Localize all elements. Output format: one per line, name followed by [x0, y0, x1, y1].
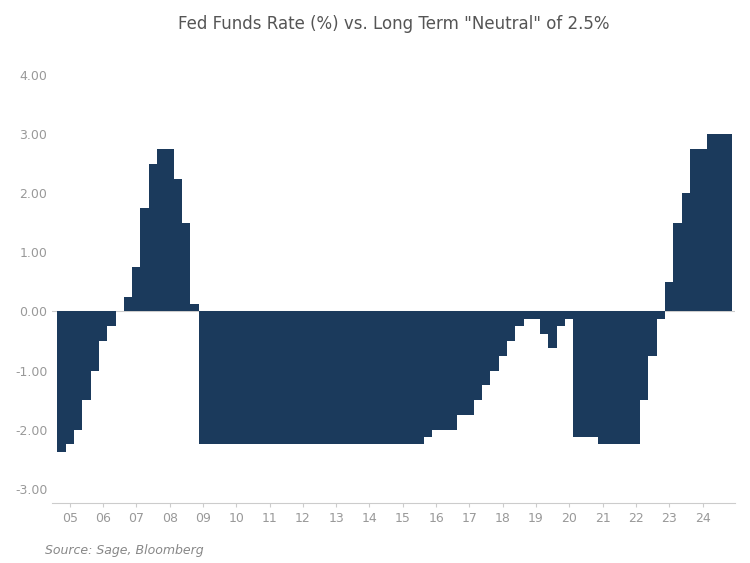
Bar [715, 134, 723, 311]
Bar [65, 311, 74, 444]
Bar [166, 149, 174, 311]
Bar [465, 311, 473, 415]
Bar [407, 311, 416, 444]
Bar [698, 149, 706, 311]
Bar [249, 311, 257, 444]
Bar [473, 311, 482, 400]
Bar [649, 311, 657, 356]
Bar [706, 134, 715, 311]
Bar [57, 311, 65, 452]
Bar [266, 311, 274, 444]
Bar [91, 311, 99, 370]
Bar [448, 311, 457, 430]
Bar [340, 311, 349, 444]
Bar [290, 311, 298, 444]
Bar [349, 311, 357, 444]
Bar [174, 178, 182, 311]
Bar [607, 311, 615, 444]
Bar [548, 311, 556, 348]
Bar [723, 134, 732, 311]
Bar [124, 297, 132, 311]
Bar [556, 311, 566, 326]
Bar [398, 311, 407, 444]
Bar [199, 311, 207, 444]
Bar [190, 305, 199, 311]
Bar [241, 311, 249, 444]
Bar [632, 311, 640, 444]
Bar [482, 311, 490, 385]
Bar [540, 311, 548, 334]
Bar [82, 311, 91, 400]
Bar [566, 311, 574, 319]
Bar [374, 311, 382, 444]
Bar [598, 311, 607, 444]
Bar [99, 311, 107, 341]
Bar [615, 311, 623, 444]
Bar [499, 311, 507, 356]
Bar [457, 311, 465, 415]
Text: Source: Sage, Bloomberg: Source: Sage, Bloomberg [45, 544, 203, 557]
Bar [524, 311, 532, 319]
Bar [182, 223, 190, 311]
Bar [257, 311, 265, 444]
Bar [582, 311, 590, 437]
Bar [107, 311, 116, 326]
Bar [282, 311, 290, 444]
Bar [440, 311, 448, 430]
Title: Fed Funds Rate (%) vs. Long Term "Neutral" of 2.5%: Fed Funds Rate (%) vs. Long Term "Neutra… [178, 15, 609, 33]
Bar [224, 311, 232, 444]
Bar [274, 311, 282, 444]
Bar [515, 311, 523, 326]
Bar [532, 311, 540, 319]
Bar [207, 311, 215, 444]
Bar [74, 311, 82, 430]
Bar [590, 311, 598, 437]
Bar [416, 311, 424, 444]
Bar [682, 193, 690, 311]
Bar [674, 223, 682, 311]
Bar [140, 208, 148, 311]
Bar [382, 311, 390, 444]
Bar [332, 311, 340, 444]
Bar [307, 311, 315, 444]
Bar [132, 267, 140, 311]
Bar [424, 311, 432, 437]
Bar [148, 164, 158, 311]
Bar [315, 311, 324, 444]
Bar [507, 311, 515, 341]
Bar [390, 311, 398, 444]
Bar [657, 311, 665, 319]
Bar [298, 311, 307, 444]
Bar [623, 311, 632, 444]
Bar [665, 282, 674, 311]
Bar [324, 311, 332, 444]
Bar [432, 311, 440, 430]
Bar [365, 311, 374, 444]
Bar [690, 149, 698, 311]
Bar [158, 149, 166, 311]
Bar [640, 311, 649, 400]
Bar [490, 311, 499, 370]
Bar [574, 311, 582, 437]
Bar [357, 311, 365, 444]
Bar [232, 311, 241, 444]
Bar [215, 311, 223, 444]
